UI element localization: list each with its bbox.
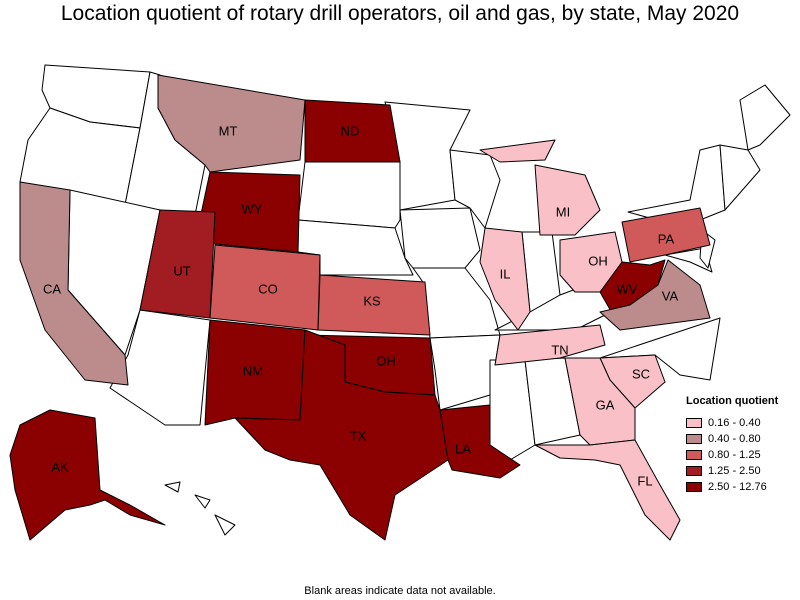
state-ND: [304, 99, 401, 163]
state-IA: [399, 207, 481, 269]
state-label-NM: NM: [243, 363, 263, 378]
state-label-TN: TN: [551, 342, 568, 357]
state-label-ND: ND: [341, 123, 360, 138]
state-label-KS: KS: [363, 293, 381, 308]
state-label-WV: WV: [617, 281, 638, 296]
state-SD: [297, 161, 401, 229]
state-label-OH: OH: [588, 253, 608, 268]
state-LA: [439, 404, 521, 479]
state-AR: [429, 334, 501, 411]
legend-item: 2.50 - 12.76: [686, 479, 778, 495]
footnote: Blank areas indicate data not available.: [304, 585, 496, 597]
legend-item: 1.25 - 2.50: [686, 463, 778, 479]
state-MT: [157, 74, 306, 173]
state-IL: [479, 227, 531, 331]
legend-label: 2.50 - 12.76: [708, 481, 767, 493]
state-label-GA: GA: [596, 397, 615, 412]
legend-swatch: [686, 450, 702, 460]
blank-states: [19, 64, 791, 536]
state-label-CO: CO: [258, 281, 278, 296]
state-GA: [564, 357, 636, 446]
state-label-WY: WY: [242, 201, 263, 216]
legend-label: 0.40 - 0.80: [708, 433, 761, 445]
legend-swatch: [686, 466, 702, 476]
state-label-PA: PA: [658, 231, 675, 246]
state-CA: [19, 181, 129, 386]
state-label-TX: TX: [350, 428, 367, 443]
state-NE: [297, 219, 414, 276]
state-label-UT: UT: [173, 263, 190, 278]
legend: Location quotient 0.16 - 0.40 0.40 - 0.8…: [686, 395, 778, 495]
legend-label: 1.25 - 2.50: [708, 465, 761, 477]
state-label-MI: MI: [556, 204, 570, 219]
legend-label: 0.16 - 0.40: [708, 417, 761, 429]
state-label-CA: CA: [43, 281, 61, 296]
legend-item: 0.40 - 0.80: [686, 431, 778, 447]
state-label-MT: MT: [219, 123, 238, 138]
state-FL: [534, 439, 681, 541]
legend-item: 0.80 - 1.25: [686, 447, 778, 463]
state-PA: [621, 207, 711, 263]
state-TX: [234, 329, 449, 541]
legend-label: 0.80 - 1.25: [708, 449, 761, 461]
state-label-OK: OH: [376, 353, 396, 368]
state-AK: [9, 409, 166, 541]
legend-swatch: [686, 418, 702, 428]
legend-swatch: [686, 482, 702, 492]
state-VA: [599, 259, 711, 331]
legend-title: Location quotient: [686, 395, 779, 407]
state-labels: MT ND WY CA UT CO KS NM OH TX LA IL MI O…: [43, 123, 679, 488]
state-HI: [164, 481, 236, 536]
state-KS: [317, 274, 431, 336]
map-title: Location quotient of rotary drill operat…: [60, 2, 740, 25]
state-NE-states: [719, 144, 761, 211]
legend-swatch: [686, 434, 702, 444]
state-ME: [739, 84, 791, 151]
state-label-AK: AK: [51, 459, 69, 474]
state-label-IL: IL: [500, 266, 511, 281]
state-label-SC: SC: [632, 366, 650, 381]
state-label-VA: VA: [662, 288, 679, 303]
state-MI: [479, 139, 601, 236]
state-label-LA: LA: [455, 441, 471, 456]
legend-item: 0.16 - 0.40: [686, 415, 778, 431]
state-label-FL: FL: [637, 473, 652, 488]
state-TN: [494, 324, 606, 366]
